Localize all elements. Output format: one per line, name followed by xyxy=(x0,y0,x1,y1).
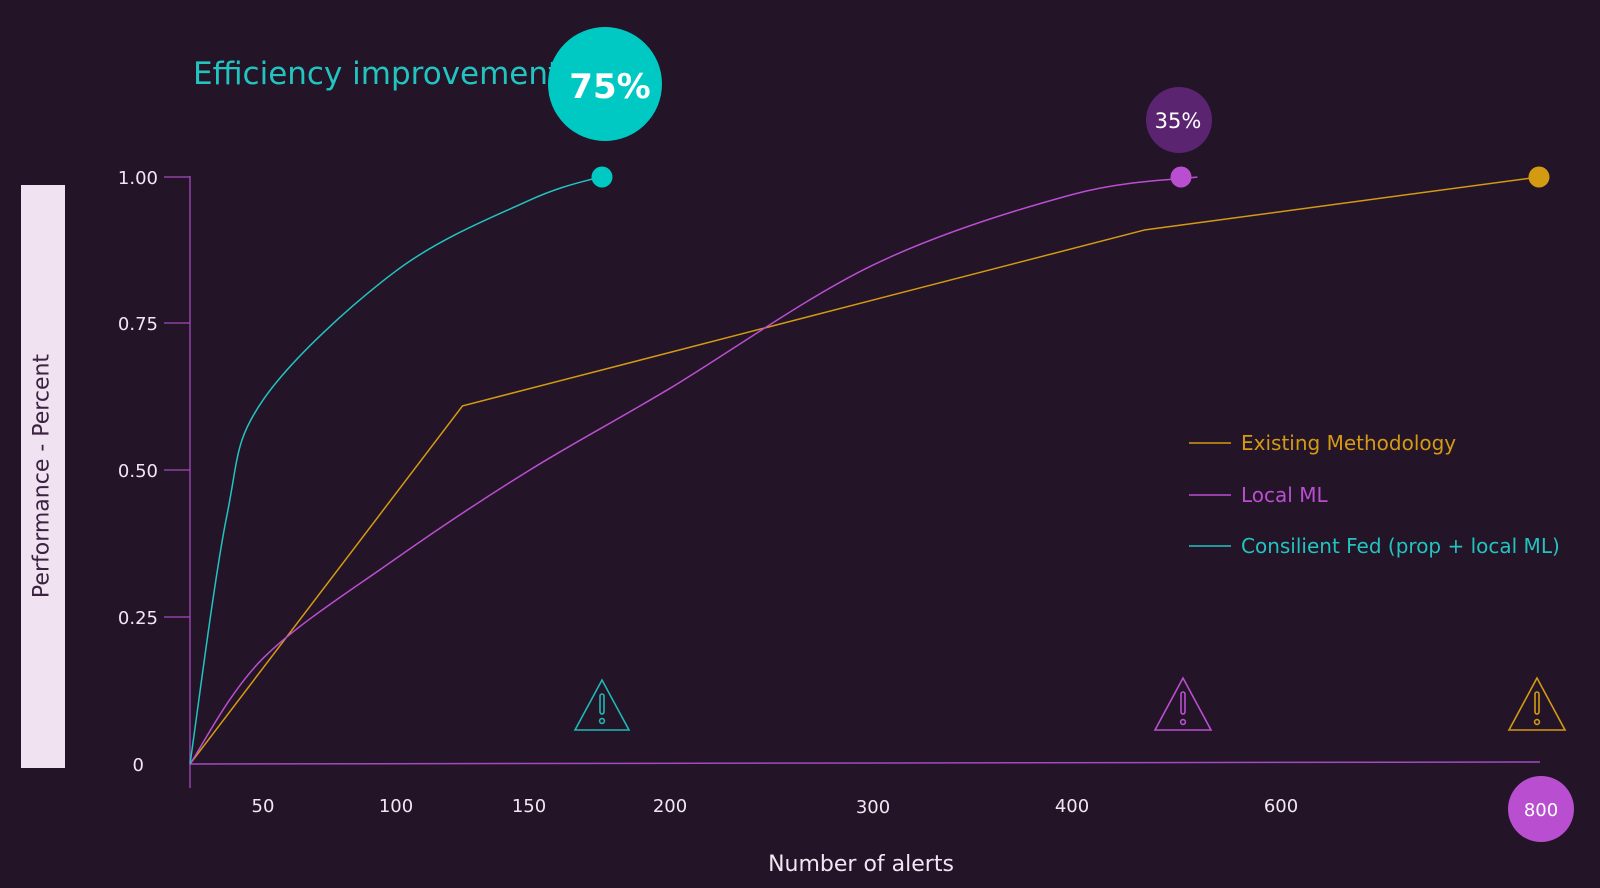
y-tick-label: 0 xyxy=(133,755,144,776)
x-ticks: 50 100 150 200 300 400 600 xyxy=(252,796,1299,818)
series-line-local-ml xyxy=(189,176,1198,765)
x-tick-label: 400 xyxy=(1055,796,1089,817)
warning-icon xyxy=(1507,676,1567,731)
y-tick-label: 0.50 xyxy=(118,461,158,482)
x-tick-label: 50 xyxy=(252,796,275,817)
legend: Existing Methodology Local ML Consilient… xyxy=(1189,431,1560,558)
y-tick-label: 0.75 xyxy=(118,314,158,335)
badge-35: 35% xyxy=(1146,87,1212,153)
x-tick-label: 200 xyxy=(653,796,687,817)
y-axis-label-panel xyxy=(21,185,65,768)
warning-icon xyxy=(573,678,631,731)
warning-icon xyxy=(1153,676,1213,731)
series-endpoint-consilient-fed xyxy=(591,166,613,188)
y-tick-label: 0.25 xyxy=(118,608,158,629)
badge-75: 75% xyxy=(548,27,662,141)
legend-label-existing-methodology: Existing Methodology xyxy=(1241,431,1456,455)
x-axis-line xyxy=(189,761,1541,765)
series-endpoint-local-ml xyxy=(1170,166,1192,188)
series-endpoint-existing-methodology xyxy=(1528,166,1550,188)
series-line-existing-methodology xyxy=(189,176,1540,765)
badge-label: 800 xyxy=(1524,800,1558,821)
y-tick-label: 1.00 xyxy=(118,168,158,189)
efficiency-title: Efficiency improvement xyxy=(193,56,561,92)
badge-label: 35% xyxy=(1155,109,1202,133)
y-ticks: 1.00 0.75 0.50 0.25 0 xyxy=(118,168,190,776)
x-tick-label: 300 xyxy=(856,797,890,818)
x-axis-label: Number of alerts xyxy=(768,852,954,877)
badge-circle xyxy=(548,27,662,141)
badge-label: 75% xyxy=(569,67,650,107)
x-tick-label: 100 xyxy=(379,796,413,817)
badge-circle xyxy=(1146,87,1212,153)
x-tick-label: 150 xyxy=(512,796,546,817)
legend-label-local-ml: Local ML xyxy=(1241,483,1328,507)
badge-circle xyxy=(1508,776,1574,842)
series-line-consilient-fed xyxy=(189,176,600,765)
legend-label-consilient-fed: Consilient Fed (prop + local ML) xyxy=(1241,534,1560,558)
x-tick-label: 600 xyxy=(1264,796,1298,817)
badge-800: 800 xyxy=(1508,776,1574,842)
